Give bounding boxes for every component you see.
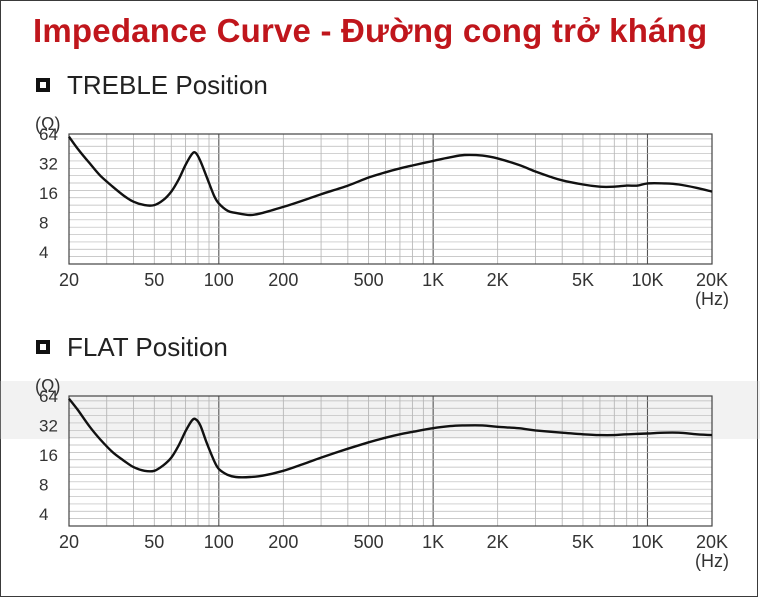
x-tick-label: 500	[354, 270, 384, 290]
y-tick-label: 16	[39, 446, 58, 465]
treble-chart-title: TREBLE Position	[67, 69, 268, 100]
x-tick-label: 5K	[572, 532, 594, 552]
y-tick-label: 16	[39, 184, 58, 203]
x-tick-label: 200	[268, 270, 298, 290]
x-tick-label: 5K	[572, 270, 594, 290]
square-bullet-icon	[36, 340, 50, 354]
x-tick-label: 200	[268, 532, 298, 552]
x-tick-label: 50	[144, 270, 164, 290]
x-tick-label: 100	[204, 532, 234, 552]
square-bullet-icon	[36, 78, 50, 92]
y-tick-label: 8	[39, 475, 48, 494]
y-axis-label: (Ω)	[35, 114, 60, 134]
x-tick-label: 2K	[487, 532, 509, 552]
x-tick-label: 2K	[487, 270, 509, 290]
plot-frame	[68, 395, 713, 527]
flat-section-header: FLAT Position	[36, 331, 228, 362]
treble-section-header: TREBLE Position	[36, 69, 268, 100]
x-tick-label: 50	[144, 532, 164, 552]
page-title: Impedance Curve - Đường cong trở kháng	[33, 12, 708, 49]
x-tick-label: 10K	[631, 532, 663, 552]
y-tick-label: 32	[39, 154, 58, 173]
x-tick-label: 100	[204, 270, 234, 290]
x-tick-label: 20	[59, 532, 79, 552]
impedance-curve	[68, 397, 713, 479]
x-tick-label: 10K	[631, 270, 663, 290]
x-tick-label: 500	[354, 532, 384, 552]
y-tick-label: 64	[39, 387, 58, 406]
x-tick-label: 20K	[696, 532, 728, 552]
x-axis-label: (Hz)	[695, 551, 729, 571]
y-tick-label: 4	[39, 243, 48, 262]
y-tick-label: 32	[39, 416, 58, 435]
watermark-band	[0, 381, 760, 439]
treble-impedance-chart: (Ω)64 32 16 8 4 20 50 100 200 500 1K 2K 5K 10K 20K(Hz)	[35, 114, 729, 309]
x-tick-label: 1K	[422, 270, 444, 290]
y-tick-label: 8	[39, 213, 48, 232]
plot-frame	[68, 133, 713, 265]
x-axis-label: (Hz)	[695, 289, 729, 309]
impedance-curve	[68, 136, 713, 217]
y-tick-label: 4	[39, 505, 48, 524]
y-axis-label: (Ω)	[35, 376, 60, 396]
y-tick-label: 64	[39, 125, 58, 144]
flat-impedance-chart: (Ω)64 32 16 8 4 20 50 100 200 500 1K 2K 5K 10K 20K(Hz)	[35, 376, 729, 571]
x-tick-label: 1K	[422, 532, 444, 552]
x-tick-label: 20K	[696, 270, 728, 290]
x-tick-label: 20	[59, 270, 79, 290]
flat-chart-title: FLAT Position	[67, 331, 228, 362]
